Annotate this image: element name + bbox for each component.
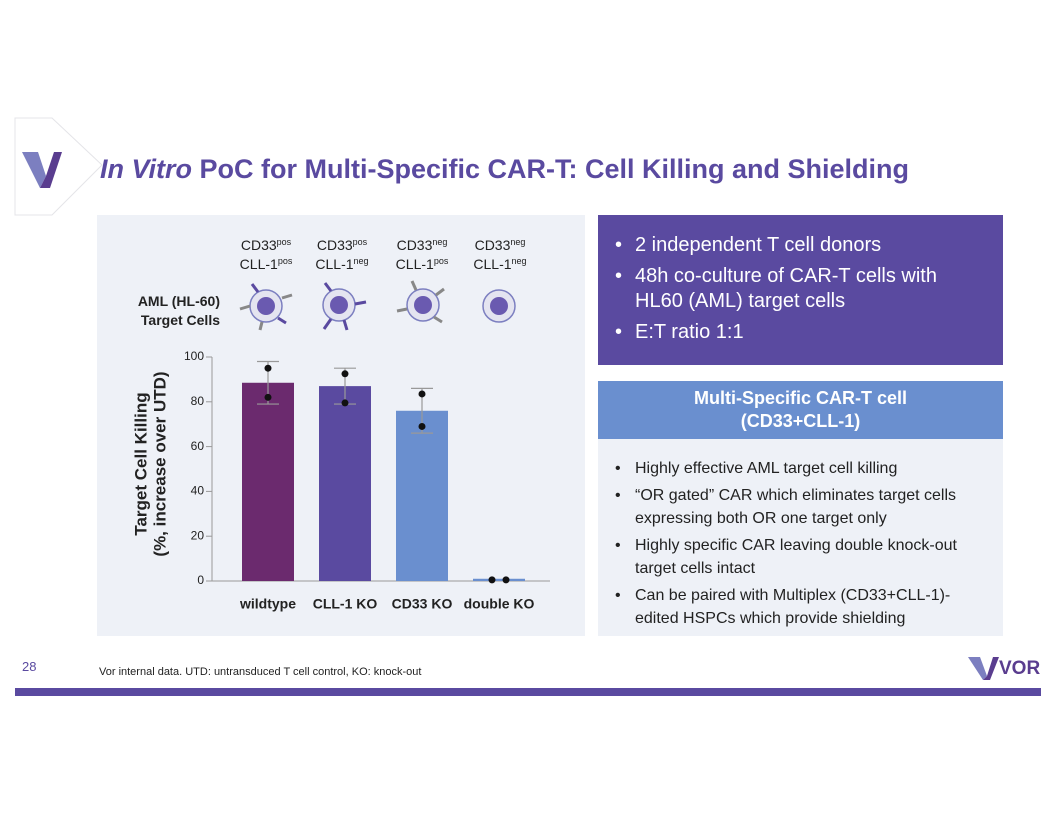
y-tick-label: 0 — [197, 573, 204, 587]
marker-name: CLL-1 — [473, 256, 512, 272]
marker-name: CD33 — [396, 237, 433, 253]
data-point — [418, 390, 426, 398]
box-title-line: Multi-Specific CAR-T cell — [693, 388, 908, 408]
data-point — [418, 422, 426, 430]
y-axis-label: (%, increase over UTD) — [150, 371, 169, 556]
box-header — [598, 381, 1003, 439]
logo-text: VOR — [999, 658, 1041, 679]
bullet: Can be paired with Multiplex (CD33+CLL-1… — [615, 584, 990, 630]
data-point — [264, 364, 272, 372]
title-text: PoC for Multi-Specific CAR-T: Cell Killi… — [199, 154, 910, 184]
x-tick-label: double KO — [464, 596, 535, 612]
cell-header: CD33neg CLL-1neg — [460, 236, 540, 274]
footnote: Vor internal data. UTD: untransduced T c… — [99, 666, 422, 678]
marker-state: pos — [277, 256, 293, 266]
data-point — [341, 399, 349, 407]
marker-state: pos — [276, 237, 292, 247]
bullet: E:T ratio 1:1 — [615, 320, 985, 345]
y-tick-label: 60 — [191, 439, 205, 453]
slide-number: 28 — [22, 659, 37, 674]
cell-row-label: AML (HL-60) Target Cells — [100, 292, 220, 330]
row-label-line: AML (HL-60) — [137, 293, 220, 309]
box-title-line: (CD33+CLL-1) — [740, 411, 861, 431]
data-point — [264, 393, 272, 401]
row-label-line: Target Cells — [140, 312, 220, 328]
marker-state: pos — [433, 256, 449, 266]
marker-name: CLL-1 — [395, 256, 434, 272]
y-axis-label: Target Cell Killing — [131, 392, 150, 535]
logo-v — [983, 657, 999, 680]
bar-chart: 0 20 40 60 80 100 Target Cell Killing (%, incre… — [131, 349, 550, 612]
marker-name: CLL-1 — [315, 256, 354, 272]
title-italic: In Vitro — [100, 154, 192, 184]
x-tick-label: wildtype — [239, 596, 296, 612]
cell-header: CD33neg CLL-1pos — [382, 236, 462, 274]
marker-state: neg — [353, 256, 369, 266]
box-body-text: Highly effective AML target cell killing… — [615, 457, 990, 634]
bullet: Highly effective AML target cell killing — [615, 457, 990, 480]
header-line: CD33pos — [226, 236, 306, 255]
bar — [319, 386, 371, 581]
bullet: 2 independent T cell donors — [615, 233, 985, 258]
bullet: 48h co-culture of CAR-T cells with HL60 … — [615, 264, 985, 314]
data-point — [341, 370, 349, 378]
y-tick-label: 40 — [191, 484, 205, 498]
y-tick-label: 20 — [191, 528, 205, 542]
marker-state: neg — [510, 237, 526, 247]
header-line: CD33pos — [302, 236, 382, 255]
summary: 2 independent T cell donors 48h co-cultur… — [615, 233, 985, 351]
header-line: CD33neg — [460, 236, 540, 255]
x-tick-label: CLL-1 KO — [313, 596, 378, 612]
header-line: CLL-1pos — [382, 255, 462, 274]
slide-title: In Vitro PoC for Multi-Specific CAR-T: C… — [100, 154, 909, 185]
marker-state: neg — [432, 237, 448, 247]
y-tick-label: 100 — [184, 349, 204, 363]
bar — [473, 578, 525, 581]
cell-header: CD33pos CLL-1neg — [302, 236, 382, 274]
header-line: CLL-1neg — [302, 255, 382, 274]
bar — [242, 382, 294, 581]
header-line: CD33neg — [382, 236, 462, 255]
bar — [396, 410, 448, 581]
logo-v — [968, 657, 987, 680]
logo-v — [40, 152, 62, 188]
marker-name: CLL-1 — [239, 256, 278, 272]
data-point — [502, 576, 510, 584]
marker-state: neg — [511, 256, 527, 266]
header-line: CLL-1pos — [226, 255, 306, 274]
y-tick-label: 80 — [191, 394, 205, 408]
marker-state: pos — [352, 237, 368, 247]
logo-tab — [14, 117, 103, 216]
header-line: CLL-1neg — [460, 255, 540, 274]
box-title: Multi-Specific CAR-T cell (CD33+CLL-1) — [598, 387, 1003, 433]
logo-v — [22, 152, 46, 188]
x-tick-label: CD33 KO — [392, 596, 453, 612]
bullet: “OR gated” CAR which eliminates target c… — [615, 484, 990, 530]
footer-band — [15, 688, 1041, 696]
data-point — [488, 576, 496, 584]
marker-name: CD33 — [240, 237, 277, 253]
cell-icons — [239, 280, 516, 331]
bullet: Highly specific CAR leaving double knock… — [615, 534, 990, 580]
marker-name: CD33 — [316, 237, 353, 253]
marker-name: CD33 — [474, 237, 511, 253]
cell-header: CD33pos CLL-1pos — [226, 236, 306, 274]
